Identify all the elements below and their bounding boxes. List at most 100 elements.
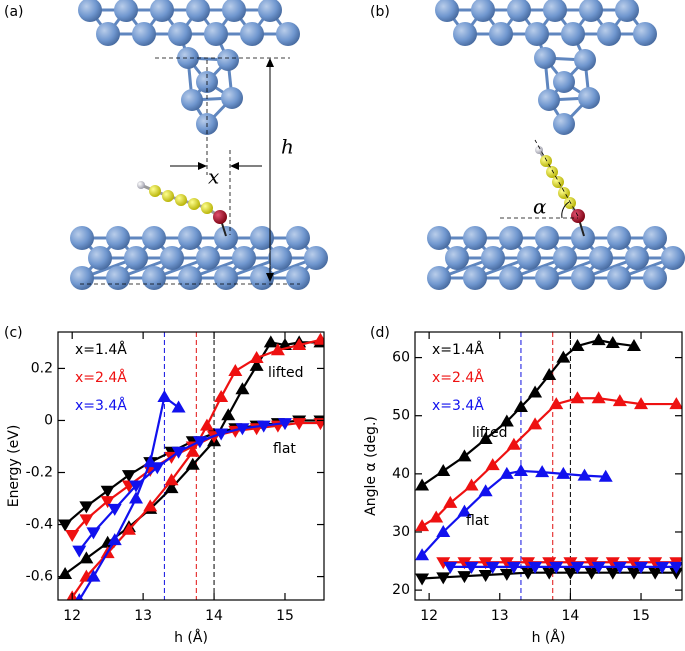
y-tick-label: 20: [392, 582, 410, 598]
atom: [633, 22, 657, 46]
marker: [72, 545, 87, 558]
atom: [574, 49, 596, 71]
marker: [199, 418, 214, 431]
marker: [499, 557, 514, 570]
marker: [485, 561, 500, 574]
atom: [240, 22, 264, 46]
annotation: lifted: [472, 425, 507, 441]
atom: [114, 0, 138, 22]
marker: [563, 557, 578, 570]
legend-entry: x=3.4Å: [432, 397, 484, 414]
marker: [612, 561, 627, 574]
atom: [427, 266, 451, 290]
marker: [121, 470, 136, 483]
marker: [605, 567, 620, 580]
annotation: flat: [466, 513, 489, 529]
offset-symbol: x: [208, 165, 219, 189]
atom: [553, 71, 575, 93]
marker: [100, 485, 115, 498]
atom: [106, 266, 130, 290]
atom: [214, 226, 238, 250]
legend-entry: x=3.4Å: [75, 397, 127, 414]
atom: [571, 266, 595, 290]
atom: [196, 246, 220, 270]
marker: [669, 561, 682, 574]
marker: [235, 423, 250, 436]
atom: [232, 246, 256, 270]
marker: [150, 462, 165, 475]
marker: [164, 473, 179, 486]
panel-label: (a): [4, 4, 24, 20]
marker: [100, 496, 115, 509]
atom: [78, 0, 102, 22]
guide-line: [534, 139, 579, 217]
y-tick-label: -0.4: [26, 517, 53, 533]
marker: [107, 503, 122, 516]
angle-arc: [561, 201, 570, 219]
marker: [478, 484, 493, 497]
atom: [534, 47, 556, 69]
marker: [75, 593, 84, 600]
atom: [132, 22, 156, 46]
atom: [250, 226, 274, 250]
marker: [129, 491, 144, 504]
marker: [634, 561, 649, 574]
atom: [661, 246, 685, 270]
atom: [178, 226, 202, 250]
atom: [453, 22, 477, 46]
plot-area: [415, 332, 682, 600]
marker: [86, 569, 101, 582]
marker: [185, 457, 200, 470]
marker: [528, 561, 543, 574]
atom: [142, 266, 166, 290]
marker: [192, 436, 207, 449]
marker: [58, 519, 73, 532]
atom: [564, 197, 576, 209]
atom: [445, 246, 469, 270]
panel-label: (c): [4, 325, 23, 341]
atom: [204, 22, 228, 46]
series-line: [421, 469, 606, 556]
y-axis-label: Energy (eV): [6, 425, 22, 508]
atom: [160, 246, 184, 270]
atom: [607, 226, 631, 250]
marker: [79, 551, 94, 564]
marker: [605, 557, 620, 570]
atom: [70, 266, 94, 290]
marker: [263, 335, 278, 348]
atom: [607, 266, 631, 290]
marker: [256, 420, 271, 433]
atom: [214, 266, 238, 290]
marker: [549, 397, 564, 410]
marker: [79, 514, 94, 527]
marker: [415, 478, 430, 491]
atom: [615, 0, 639, 22]
marker: [270, 343, 285, 356]
atom: [142, 226, 166, 250]
marker: [521, 557, 536, 570]
x-tick-label: 13: [134, 608, 152, 624]
y-tick-label: -0.2: [26, 465, 53, 481]
atom: [124, 246, 148, 270]
atom: [162, 190, 174, 202]
marker: [648, 567, 663, 580]
marker: [478, 557, 493, 570]
atom: [589, 246, 613, 270]
atom: [471, 0, 495, 22]
atom: [571, 226, 595, 250]
atom: [546, 166, 558, 178]
marker: [228, 364, 243, 377]
marker: [584, 557, 599, 570]
atom: [222, 0, 246, 22]
legend-entry: x=1.4Å: [75, 341, 127, 358]
atom: [578, 87, 600, 109]
marker: [164, 481, 179, 494]
marker: [129, 480, 144, 493]
atom: [643, 266, 667, 290]
atom: [96, 22, 120, 46]
atom: [535, 146, 543, 154]
angle-symbol: α: [533, 195, 547, 219]
marker: [570, 338, 585, 351]
marker: [542, 557, 557, 570]
marker: [171, 400, 186, 413]
